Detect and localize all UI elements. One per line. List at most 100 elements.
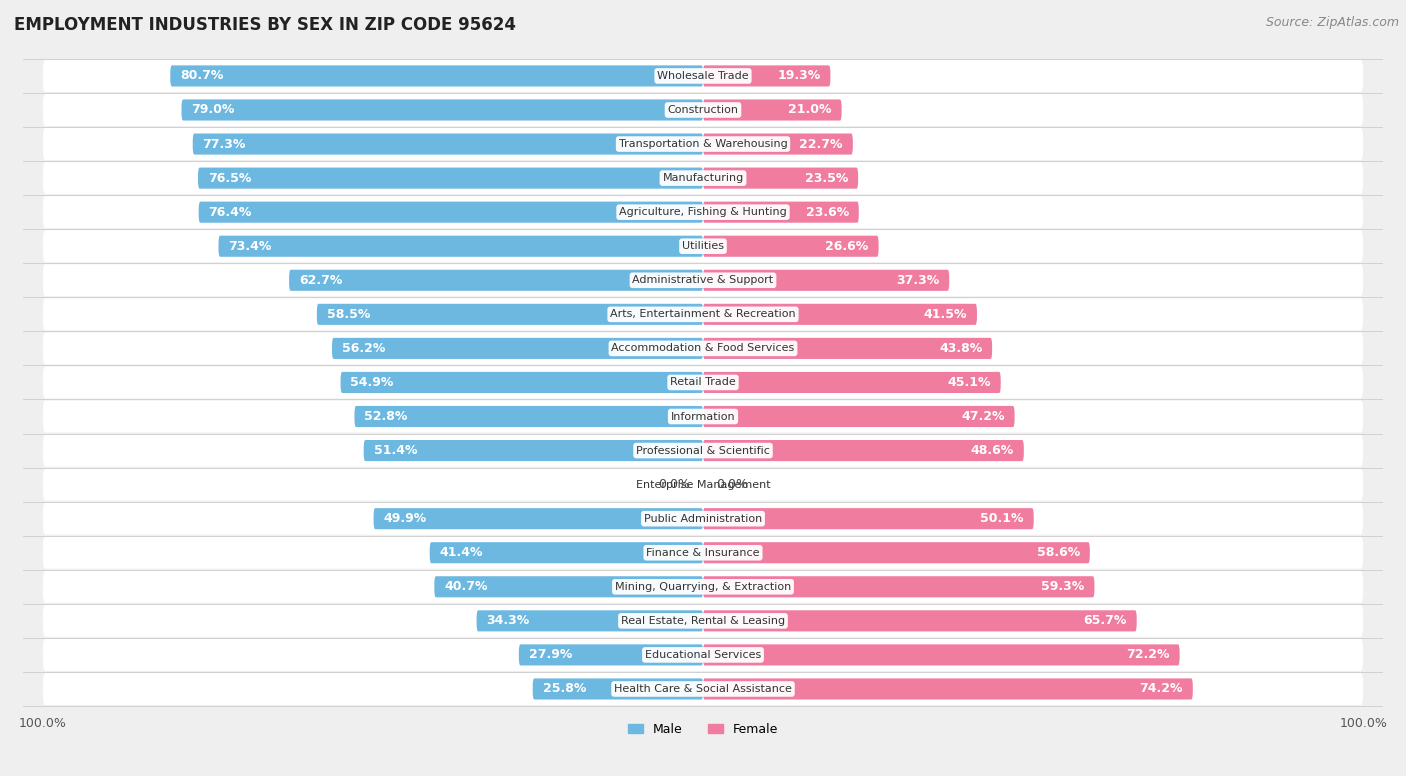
- FancyBboxPatch shape: [42, 230, 1364, 262]
- FancyBboxPatch shape: [703, 168, 858, 189]
- FancyBboxPatch shape: [42, 332, 1364, 365]
- FancyBboxPatch shape: [533, 678, 703, 699]
- Text: 76.4%: 76.4%: [208, 206, 252, 219]
- Text: 41.4%: 41.4%: [440, 546, 484, 559]
- Text: Retail Trade: Retail Trade: [671, 377, 735, 387]
- Text: 48.6%: 48.6%: [970, 444, 1014, 457]
- Text: 0.0%: 0.0%: [716, 478, 748, 491]
- FancyBboxPatch shape: [193, 133, 703, 154]
- FancyBboxPatch shape: [434, 577, 703, 598]
- FancyBboxPatch shape: [703, 270, 949, 291]
- Text: 58.6%: 58.6%: [1036, 546, 1080, 559]
- FancyBboxPatch shape: [42, 537, 1364, 569]
- FancyBboxPatch shape: [703, 303, 977, 325]
- Text: Mining, Quarrying, & Extraction: Mining, Quarrying, & Extraction: [614, 582, 792, 592]
- Text: Utilities: Utilities: [682, 241, 724, 251]
- FancyBboxPatch shape: [42, 435, 1364, 466]
- Text: 45.1%: 45.1%: [948, 376, 991, 389]
- Text: 74.2%: 74.2%: [1139, 682, 1182, 695]
- Text: 77.3%: 77.3%: [202, 137, 246, 151]
- Legend: Male, Female: Male, Female: [623, 718, 783, 741]
- FancyBboxPatch shape: [181, 99, 703, 120]
- FancyBboxPatch shape: [290, 270, 703, 291]
- Text: 65.7%: 65.7%: [1084, 615, 1126, 627]
- FancyBboxPatch shape: [703, 65, 831, 86]
- FancyBboxPatch shape: [42, 128, 1364, 160]
- Text: 51.4%: 51.4%: [374, 444, 418, 457]
- Text: Source: ZipAtlas.com: Source: ZipAtlas.com: [1265, 16, 1399, 29]
- Text: Public Administration: Public Administration: [644, 514, 762, 524]
- FancyBboxPatch shape: [364, 440, 703, 461]
- Text: 72.2%: 72.2%: [1126, 649, 1170, 661]
- Text: 73.4%: 73.4%: [228, 240, 271, 253]
- Text: 52.8%: 52.8%: [364, 410, 408, 423]
- FancyBboxPatch shape: [430, 542, 703, 563]
- FancyBboxPatch shape: [703, 338, 993, 359]
- FancyBboxPatch shape: [354, 406, 703, 427]
- Text: 79.0%: 79.0%: [191, 103, 235, 116]
- Text: Administrative & Support: Administrative & Support: [633, 275, 773, 286]
- Text: 0.0%: 0.0%: [658, 478, 690, 491]
- Text: 34.3%: 34.3%: [486, 615, 530, 627]
- FancyBboxPatch shape: [42, 265, 1364, 296]
- FancyBboxPatch shape: [519, 644, 703, 666]
- Text: Manufacturing: Manufacturing: [662, 173, 744, 183]
- Text: 23.5%: 23.5%: [804, 171, 848, 185]
- Text: Educational Services: Educational Services: [645, 650, 761, 660]
- FancyBboxPatch shape: [42, 605, 1364, 637]
- FancyBboxPatch shape: [703, 406, 1015, 427]
- Text: 47.2%: 47.2%: [962, 410, 1005, 423]
- FancyBboxPatch shape: [42, 366, 1364, 398]
- FancyBboxPatch shape: [703, 236, 879, 257]
- Text: 27.9%: 27.9%: [529, 649, 572, 661]
- Text: Health Care & Social Assistance: Health Care & Social Assistance: [614, 684, 792, 694]
- Text: Professional & Scientific: Professional & Scientific: [636, 445, 770, 456]
- Text: 22.7%: 22.7%: [800, 137, 844, 151]
- Text: 76.5%: 76.5%: [208, 171, 252, 185]
- Text: 21.0%: 21.0%: [789, 103, 832, 116]
- Text: EMPLOYMENT INDUSTRIES BY SEX IN ZIP CODE 95624: EMPLOYMENT INDUSTRIES BY SEX IN ZIP CODE…: [14, 16, 516, 33]
- FancyBboxPatch shape: [42, 196, 1364, 228]
- Text: 26.6%: 26.6%: [825, 240, 869, 253]
- Text: Wholesale Trade: Wholesale Trade: [657, 71, 749, 81]
- Text: 37.3%: 37.3%: [896, 274, 939, 287]
- FancyBboxPatch shape: [703, 678, 1192, 699]
- Text: 62.7%: 62.7%: [299, 274, 343, 287]
- Text: Transportation & Warehousing: Transportation & Warehousing: [619, 139, 787, 149]
- Text: Agriculture, Fishing & Hunting: Agriculture, Fishing & Hunting: [619, 207, 787, 217]
- FancyBboxPatch shape: [703, 440, 1024, 461]
- Text: Finance & Insurance: Finance & Insurance: [647, 548, 759, 558]
- FancyBboxPatch shape: [218, 236, 703, 257]
- Text: Arts, Entertainment & Recreation: Arts, Entertainment & Recreation: [610, 310, 796, 320]
- Text: 23.6%: 23.6%: [806, 206, 849, 219]
- Text: 49.9%: 49.9%: [384, 512, 427, 525]
- Text: 41.5%: 41.5%: [924, 308, 967, 320]
- FancyBboxPatch shape: [198, 202, 703, 223]
- Text: 25.8%: 25.8%: [543, 682, 586, 695]
- Text: Construction: Construction: [668, 105, 738, 115]
- FancyBboxPatch shape: [340, 372, 703, 393]
- FancyBboxPatch shape: [374, 508, 703, 529]
- FancyBboxPatch shape: [703, 99, 842, 120]
- FancyBboxPatch shape: [42, 639, 1364, 671]
- FancyBboxPatch shape: [703, 133, 853, 154]
- FancyBboxPatch shape: [703, 610, 1136, 632]
- FancyBboxPatch shape: [42, 94, 1364, 126]
- Text: 56.2%: 56.2%: [342, 342, 385, 355]
- FancyBboxPatch shape: [42, 400, 1364, 432]
- FancyBboxPatch shape: [170, 65, 703, 86]
- FancyBboxPatch shape: [332, 338, 703, 359]
- FancyBboxPatch shape: [42, 673, 1364, 705]
- Text: 19.3%: 19.3%: [778, 69, 821, 82]
- Text: Information: Information: [671, 411, 735, 421]
- FancyBboxPatch shape: [477, 610, 703, 632]
- FancyBboxPatch shape: [316, 303, 703, 325]
- FancyBboxPatch shape: [42, 571, 1364, 603]
- FancyBboxPatch shape: [42, 162, 1364, 194]
- Text: Enterprise Management: Enterprise Management: [636, 480, 770, 490]
- Text: 59.3%: 59.3%: [1042, 580, 1084, 594]
- Text: 80.7%: 80.7%: [180, 69, 224, 82]
- FancyBboxPatch shape: [703, 372, 1001, 393]
- FancyBboxPatch shape: [42, 298, 1364, 331]
- FancyBboxPatch shape: [703, 644, 1180, 666]
